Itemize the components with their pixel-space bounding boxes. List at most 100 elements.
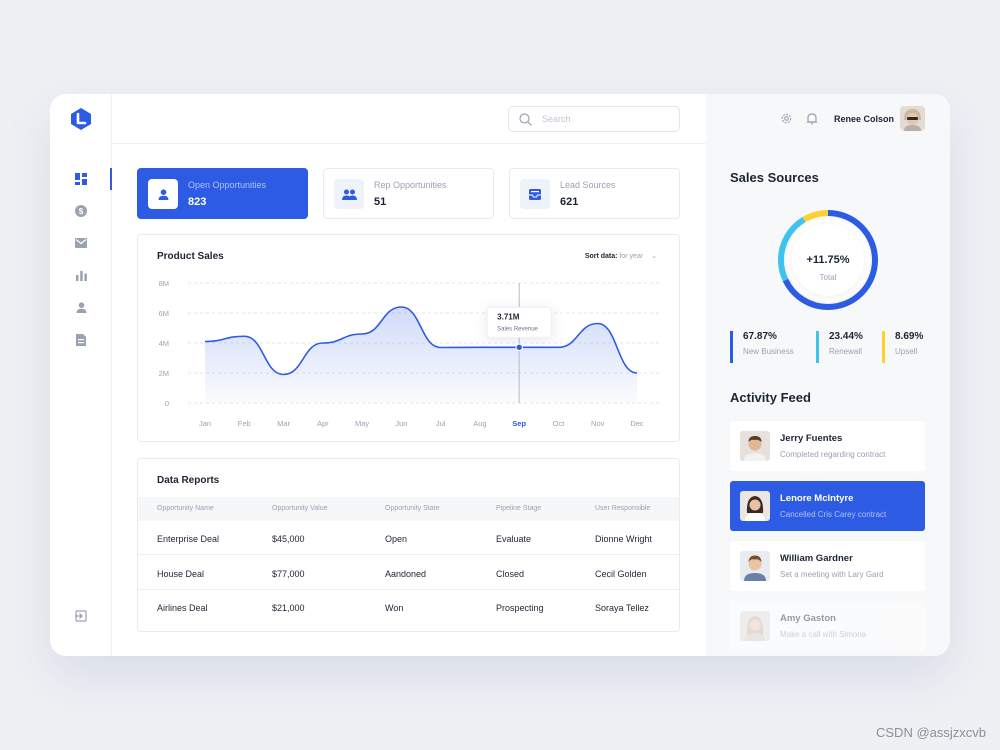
avatar [740,491,770,521]
stat-label: Upsell [895,347,918,356]
x-tick-label: Feb [238,419,251,428]
dashboard-icon[interactable] [72,170,90,188]
cell-opportunity-state: Aandoned [385,569,427,579]
inbox-icon [520,179,550,209]
svg-text:$: $ [79,207,84,216]
sales-line [204,306,638,376]
cell-opportunity-value: $77,000 [272,569,305,579]
user-icon [148,179,178,209]
cell-pipeline-stage: Prospecting [496,603,544,613]
column-header: Opportunity Value [272,505,328,512]
highlight-point [515,343,523,352]
feed-description: Set a meeting with Lary Gard [780,570,884,579]
card-label: Lead Sources [560,180,616,190]
feed-name: William Gardner [780,553,853,564]
cell-opportunity-state: Open [385,534,408,544]
table-row[interactable]: Enterprise Deal $45,000 Open Evaluate Di… [138,521,679,555]
stat-label: Renewall [829,347,862,356]
panel-title: Product Sales [157,251,224,262]
search-input[interactable] [542,114,662,124]
product-sales-panel: Product Sales Sort data: for year ⌄ 0 2M 4… [137,234,680,442]
card-label: Open Opportunities [188,180,267,190]
users-icon [334,179,364,209]
logout-icon[interactable] [72,607,90,625]
search-box[interactable] [508,106,680,132]
stat-value: 8.69% [895,331,924,342]
column-header: Opportunity Name [157,505,214,512]
avatar [740,431,770,461]
stat-value: 67.87% [743,331,777,342]
feed-item[interactable]: Jerry Fuentes Completed regarding contra… [730,421,925,471]
user-name[interactable]: Renee Colson [834,114,895,124]
card-value: 51 [374,196,387,208]
sort-dropdown[interactable]: Sort data: for year ⌄ [585,252,657,260]
sales-sources-donut: +11.75% Total [778,210,878,310]
active-indicator [110,168,112,190]
tooltip-label: Sales Revenue [497,326,538,332]
feed-item[interactable]: Lenore McIntyre Cancelled Cris Carey con… [730,481,925,531]
donut-segment [778,210,878,310]
watermark: CSDN @assjzxcvb [876,725,986,740]
avatar[interactable] [900,106,925,131]
x-tick-label: May [355,419,369,428]
sales-chart: 0 2M 4M 6M 8M 3.71M Sales Revenue Jan Feb Mar Apr M… [159,279,660,428]
table-row[interactable]: Airlines Deal $21,000 Won Prospecting So… [138,590,679,624]
x-tick-label: Mar [277,419,290,428]
sidebar: $ [50,94,112,656]
card-lead-sources[interactable]: Lead Sources 621 [509,168,680,219]
cell-pipeline-stage: Evaluate [496,534,532,544]
avatar [740,611,770,641]
bell-icon[interactable] [806,112,818,125]
x-tick-label: Aug [473,419,486,428]
cell-user-responsible: Cecil Golden [595,569,647,579]
x-tick-label: Dec [630,419,644,428]
card-rep-opportunities[interactable]: Rep Opportunities 51 [323,168,494,219]
x-tick-label: Nov [591,419,605,428]
top-bar [112,94,706,144]
cell-user-responsible: Dionne Wright [595,534,652,544]
cell-opportunity-value: $21,000 [272,603,305,613]
card-value: 621 [560,196,579,208]
card-open-opportunities[interactable]: Open Opportunities 823 [137,168,308,219]
y-tick-label: 0 [165,399,169,408]
gear-icon[interactable] [780,112,793,125]
sales-area-fill [205,307,637,403]
bar-chart-icon[interactable] [72,266,90,284]
activity-feed-title: Activity Feed [730,390,811,405]
stat-value: 23.44% [829,331,863,342]
tooltip-value: 3.71M [497,312,520,321]
app-logo[interactable] [69,107,93,131]
x-tick-label: Oct [553,419,566,428]
x-tick-label: Jun [395,419,407,428]
search-icon [519,112,532,126]
cell-opportunity-state: Won [385,603,404,613]
cell-opportunity-name: House Deal [157,569,205,579]
dashboard-window: $ Open Opportunities 823 [50,94,950,656]
cell-user-responsible: Soraya Tellez [595,603,649,613]
dollar-icon[interactable]: $ [72,202,90,220]
column-header: Pipeline Stage [496,505,542,512]
y-tick-label: 6M [159,309,169,318]
stat-new-business: 67.87% New Business [730,331,794,363]
cell-opportunity-name: Enterprise Deal [157,534,220,544]
stat-upsell: 8.69% Upsell [882,331,923,363]
y-tick-label: 8M [159,279,169,288]
right-panel: Renee Colson Sales Sources +11.75% Total… [706,94,950,656]
feed-item[interactable]: William Gardner Set a meeting with Lary … [730,541,925,591]
cell-opportunity-value: $45,000 [272,534,305,544]
feed-description: Completed regarding contract [780,450,886,459]
column-header: User Responsible [595,505,651,512]
table-header: Opportunity Name Opportunity Value Oppor… [138,497,679,521]
cell-opportunity-name: Airlines Deal [157,603,208,613]
feed-item[interactable]: Amy Gaston Make a call with Simona [730,601,925,651]
document-icon[interactable] [72,331,90,349]
column-header: Opportunity State [385,505,440,512]
person-icon[interactable] [72,298,90,316]
y-tick-label: 2M [159,369,169,378]
feed-name: Amy Gaston [780,613,836,624]
table-row[interactable]: House Deal $77,000 Aandoned Closed Cecil… [138,556,679,590]
tooltip-box [486,306,552,338]
mail-icon[interactable] [72,234,90,252]
donut-center-value: +11.75% [806,254,849,266]
x-tick-label: Apr [317,419,329,428]
